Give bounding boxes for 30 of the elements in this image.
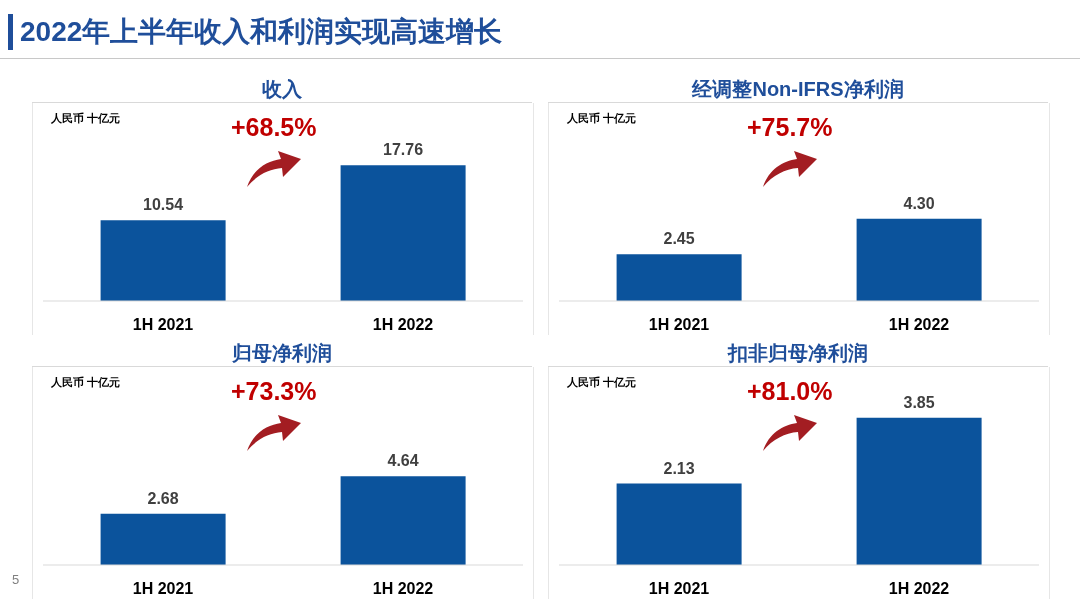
text: 人民币 十亿元 [51, 111, 121, 126]
x-tick-label: 1H 2021 [132, 580, 194, 598]
chart-title: 归母净利润 [32, 340, 532, 367]
data-label: 2.13 [663, 459, 695, 477]
text: +68.5% [231, 113, 317, 142]
data-label: 2.45 [663, 230, 695, 248]
x-tick-label: 1H 2022 [372, 580, 434, 598]
data-label: 17.76 [383, 141, 424, 159]
text: 5 [12, 572, 20, 587]
data-label: 10.54 [143, 196, 184, 214]
data-label: 2.68 [147, 489, 179, 507]
text: +75.7% [747, 113, 833, 142]
x-tick-label: 1H 2021 [648, 316, 710, 334]
x-tick-label: 1H 2022 [372, 316, 434, 334]
x-tick-label: 1H 2022 [888, 316, 950, 334]
text: 人民币 十亿元 [567, 111, 637, 126]
data-label: 4.30 [903, 194, 935, 212]
text: +81.0% [747, 377, 833, 406]
x-tick-label: 1H 2021 [132, 316, 194, 334]
text: 2022年上半年收入和利润实现高速增长 [20, 15, 503, 49]
text: 人民币 十亿元 [567, 375, 637, 390]
chart-title: 经调整Non-IFRS净利润 [548, 76, 1048, 103]
data-label: 4.64 [387, 452, 419, 470]
text: +73.3% [231, 377, 317, 406]
chart-title: 收入 [32, 76, 532, 103]
data-label: 3.85 [903, 393, 935, 411]
x-tick-label: 1H 2022 [888, 580, 950, 598]
x-tick-label: 1H 2021 [648, 580, 710, 598]
chart-title: 扣非归母净利润 [548, 340, 1048, 367]
text: 人民币 十亿元 [51, 375, 121, 390]
